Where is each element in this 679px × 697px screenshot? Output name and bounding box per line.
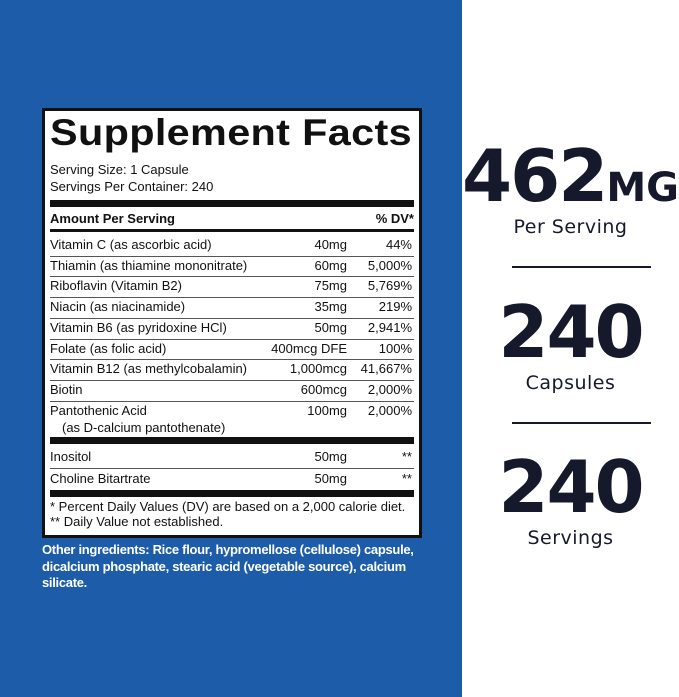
serving-size: Serving Size: 1 Capsule	[50, 162, 189, 177]
nutrient-detail: (as D-calcium pantothenate)	[62, 419, 226, 435]
row-rule	[50, 297, 414, 299]
row-rule	[50, 468, 414, 469]
nutrient-dv: 5,769%	[367, 278, 412, 294]
nutrient-dv: 2,000%	[367, 381, 412, 397]
nutrient-dv: 100%	[378, 340, 412, 356]
nutrient-name: Pantothenic Acid	[50, 402, 147, 418]
header-amount: Amount Per Serving	[50, 211, 175, 226]
other-ingredients: dicalcium phosphate, stearic acid (veget…	[42, 558, 406, 574]
nutrient-amount: 50mg	[314, 449, 347, 464]
nutrient-dv: 2,000%	[367, 402, 412, 418]
thick-bar	[50, 200, 414, 207]
nutrient-amount: 600mcg	[300, 381, 347, 397]
nutrient-dv: 5,000%	[367, 257, 412, 273]
nutrient-name: Riboflavin (Vitamin B2)	[50, 278, 182, 294]
nutrient-amount: 60mg	[314, 257, 347, 273]
row-rule	[50, 255, 414, 257]
nutrient-dv: 219%	[378, 299, 412, 315]
nutrient-name: Thiamin (as thiamine mononitrate)	[50, 257, 248, 273]
row-rule	[50, 400, 414, 402]
supplement-facts-label	[42, 108, 422, 538]
nutrient-name: Vitamin B6 (as pyridoxine HCl)	[50, 319, 227, 335]
divider	[512, 422, 651, 424]
row-rule	[50, 276, 414, 278]
footnote: ** Daily Value not established.	[50, 514, 224, 529]
nutrient-dv: **	[401, 471, 412, 486]
nutrient-name: Vitamin C (as ascorbic acid)	[50, 237, 212, 252]
stat-label: Capsules	[525, 372, 616, 394]
row-rule	[50, 317, 414, 319]
stat-value: 240	[462, 451, 679, 523]
servings-per-container: Servings Per Container: 240	[50, 179, 214, 194]
thick-bar	[50, 437, 414, 444]
nutrient-amount: 35mg	[314, 299, 347, 315]
nutrient-name: Biotin	[50, 381, 83, 397]
row-rule	[50, 359, 414, 361]
nutrient-dv: **	[401, 449, 412, 464]
row-rule	[50, 379, 414, 381]
nutrient-name: Vitamin B12 (as methylcobalamin)	[50, 361, 248, 377]
divider	[512, 266, 651, 268]
other-ingredients: silicate.	[42, 575, 87, 590]
header-dv: % DV*	[375, 211, 414, 226]
row-rule	[50, 338, 414, 340]
nutrient-name: Inositol	[50, 449, 92, 464]
nutrient-dv: 2,941%	[367, 319, 412, 335]
footnote: * Percent Daily Values (DV) are based on…	[50, 499, 406, 514]
stat-number: 240	[498, 290, 644, 374]
nutrient-name: Niacin (as niacinamide)	[50, 299, 186, 315]
nutrient-amount: 50mg	[314, 471, 347, 486]
stat-number: 462	[462, 134, 608, 218]
nutrient-amount: 1,000mcg	[289, 361, 347, 377]
nutrient-dv: 41,667%	[360, 361, 412, 377]
stat-value: 462MG	[462, 140, 679, 224]
nutrient-amount: 50mg	[314, 319, 347, 335]
nutrient-name: Folate (as folic acid)	[50, 340, 167, 356]
stat-unit: MG	[606, 165, 679, 211]
nutrient-amount: 100mg	[307, 402, 347, 418]
nutrient-dv: 44%	[385, 237, 412, 252]
nutrient-amount: 40mg	[314, 237, 347, 252]
medium-bar	[50, 229, 414, 232]
nutrient-amount: 75mg	[314, 278, 347, 294]
other-ingredients: Other ingredients: Rice flour, hypromell…	[42, 542, 414, 557]
stat-label: Servings	[527, 527, 614, 549]
stat-label: Per Serving	[513, 216, 628, 238]
stat-number: 240	[498, 445, 644, 529]
nutrient-name: Choline Bitartrate	[50, 471, 151, 486]
nutrient-amount: 400mcg DFE	[271, 340, 347, 356]
stat-value: 240	[462, 296, 679, 368]
thick-bar	[50, 490, 414, 497]
label-title: Supplement Facts	[50, 112, 413, 153]
